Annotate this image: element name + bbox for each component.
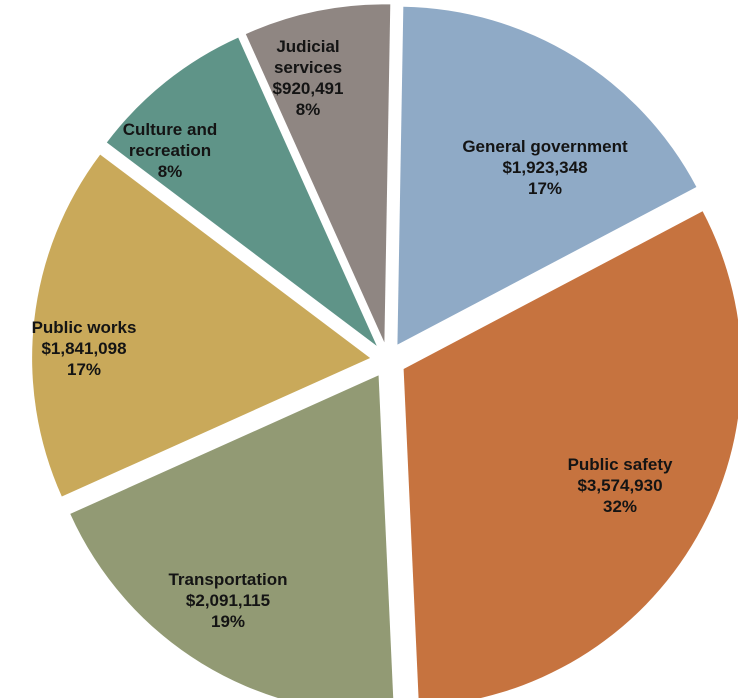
label-value: $1,841,098 xyxy=(41,339,126,358)
label-percent: 32% xyxy=(603,497,637,516)
pie-slice-transportation xyxy=(70,375,394,698)
pie-slice-public-works xyxy=(32,154,371,497)
label-value: $2,091,115 xyxy=(186,591,270,610)
label-value: $3,574,930 xyxy=(577,476,662,495)
label-name: Public works xyxy=(32,318,137,337)
label-percent: 8% xyxy=(158,162,183,181)
slice-label-culture-and-recreation: Culture and recreation 8% xyxy=(123,120,217,181)
pie-slice-judicial-services xyxy=(245,4,391,343)
pie-slice-public-safety xyxy=(403,211,738,698)
slice-label-public-works: Public works $1,841,098 17% xyxy=(32,318,137,379)
pie-slice-general-government xyxy=(397,6,697,345)
label-percent: 19% xyxy=(211,612,245,631)
slice-label-transportation: Transportation $2,091,115 19% xyxy=(168,570,287,631)
pie-labels: General government $1,923,348 17% Public sa… xyxy=(32,37,673,631)
label-name: Public safety xyxy=(568,455,673,474)
label-value: $920,491 xyxy=(273,79,344,98)
label-value: $1,923,348 xyxy=(502,158,587,177)
pie-slices xyxy=(32,4,738,698)
pie-slice-culture-and-recreation xyxy=(106,37,377,346)
label-name: Judicial xyxy=(276,37,339,56)
label-percent: 8% xyxy=(296,100,321,119)
label-name: Culture and xyxy=(123,120,217,139)
slice-label-judicial-services: Judicial services $920,491 8% xyxy=(273,37,344,119)
label-percent: 17% xyxy=(528,179,562,198)
label-percent: 17% xyxy=(67,360,101,379)
slice-label-public-safety: Public safety $3,574,930 32% xyxy=(568,455,673,516)
label-name: recreation xyxy=(129,141,211,160)
label-name: General government xyxy=(462,137,628,156)
label-name: Transportation xyxy=(168,570,287,589)
label-name: services xyxy=(274,58,342,77)
slice-label-general-government: General government $1,923,348 17% xyxy=(462,137,628,198)
